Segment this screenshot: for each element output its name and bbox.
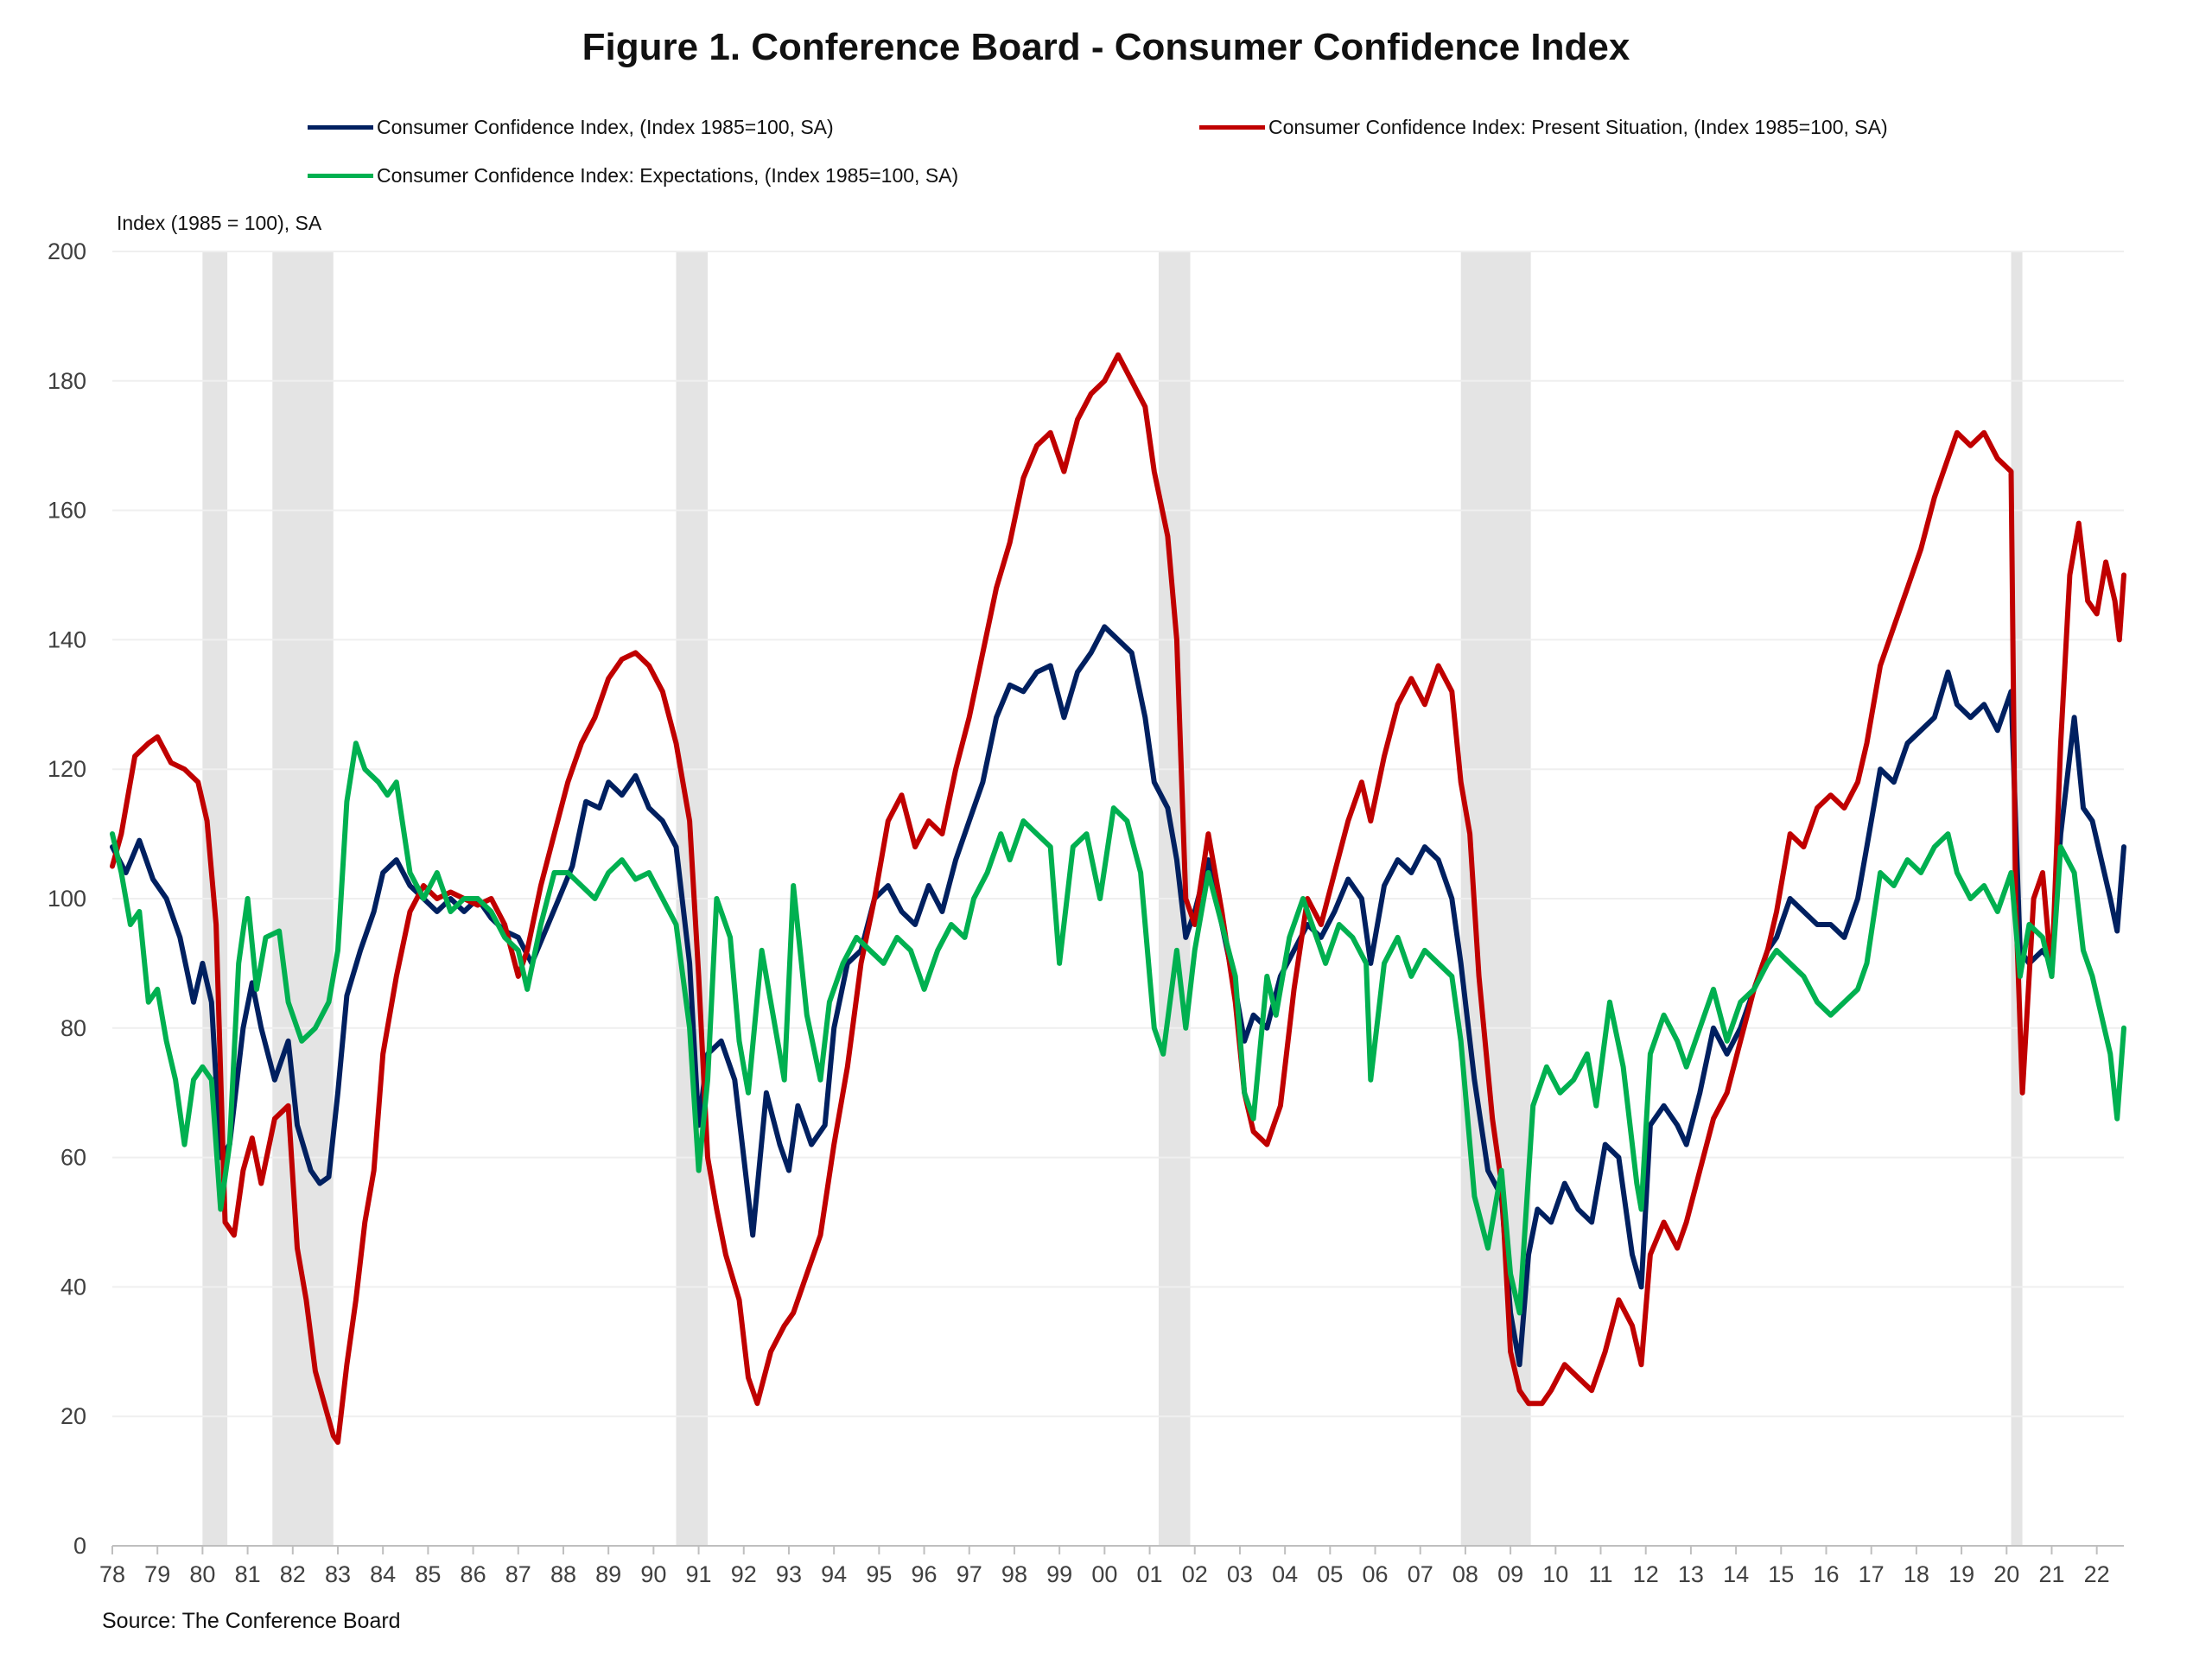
x-tick-label: 94 bbox=[821, 1561, 847, 1587]
y-tick-label: 60 bbox=[60, 1145, 86, 1171]
y-tick-label: 120 bbox=[48, 756, 86, 782]
legend-label-cci: Consumer Confidence Index, (Index 1985=1… bbox=[377, 116, 834, 138]
y-tick-label: 160 bbox=[48, 498, 86, 524]
x-tick-label: 12 bbox=[1633, 1561, 1659, 1587]
legend-label-present-situation: Consumer Confidence Index: Present Situa… bbox=[1268, 116, 1888, 138]
y-tick-label: 200 bbox=[48, 238, 86, 264]
x-tick-label: 07 bbox=[1408, 1561, 1433, 1587]
x-tick-label: 18 bbox=[1904, 1561, 1929, 1587]
x-tick-label: 96 bbox=[912, 1561, 938, 1587]
legend-swatch-expectations bbox=[308, 174, 373, 178]
x-tick-label: 95 bbox=[866, 1561, 892, 1587]
x-tick-label: 91 bbox=[686, 1561, 712, 1587]
x-tick-label: 21 bbox=[2038, 1561, 2064, 1587]
x-tick-label: 83 bbox=[325, 1561, 351, 1587]
legend-item-present-situation: Consumer Confidence Index: Present Situa… bbox=[1199, 116, 1888, 139]
y-axis-unit-label: Index (1985 = 100), SA bbox=[117, 212, 322, 234]
y-tick-label: 100 bbox=[48, 886, 86, 912]
x-tick-label: 81 bbox=[235, 1561, 261, 1587]
series-line-present-situation bbox=[110, 352, 2126, 1446]
y-tick-label: 0 bbox=[73, 1533, 86, 1559]
legend-swatch-cci bbox=[308, 125, 373, 130]
x-tick-label: 16 bbox=[1813, 1561, 1839, 1587]
y-tick-label: 140 bbox=[48, 626, 86, 652]
legend-item-cci: Consumer Confidence Index, (Index 1985=1… bbox=[308, 116, 834, 139]
y-tick-label: 180 bbox=[48, 368, 86, 394]
x-tick-label: 87 bbox=[505, 1561, 531, 1587]
x-tick-label: 84 bbox=[370, 1561, 396, 1587]
x-tick-label: 92 bbox=[731, 1561, 757, 1587]
x-tick-label: 05 bbox=[1317, 1561, 1343, 1587]
x-tick-label: 78 bbox=[99, 1561, 125, 1587]
x-tick-label: 99 bbox=[1046, 1561, 1072, 1587]
x-tick-label: 09 bbox=[1497, 1561, 1523, 1587]
legend-item-expectations: Consumer Confidence Index: Expectations,… bbox=[308, 164, 958, 188]
x-tick-label: 98 bbox=[1001, 1561, 1027, 1587]
x-tick-label: 88 bbox=[550, 1561, 576, 1587]
source-note: Source: The Conference Board bbox=[102, 1609, 401, 1633]
x-tick-label: 03 bbox=[1227, 1561, 1253, 1587]
x-tick-label: 10 bbox=[1542, 1561, 1568, 1587]
x-tick-label: 02 bbox=[1182, 1561, 1208, 1587]
x-tick-label: 93 bbox=[776, 1561, 802, 1587]
x-tick-label: 01 bbox=[1137, 1561, 1163, 1587]
x-tick-label: 14 bbox=[1723, 1561, 1749, 1587]
x-tick-label: 80 bbox=[189, 1561, 215, 1587]
series-line-cci bbox=[110, 624, 2126, 1368]
x-tick-label: 90 bbox=[640, 1561, 666, 1587]
x-tick-label: 15 bbox=[1768, 1561, 1794, 1587]
x-tick-label: 86 bbox=[461, 1561, 486, 1587]
x-tick-label: 97 bbox=[957, 1561, 982, 1587]
x-tick-label: 08 bbox=[1452, 1561, 1478, 1587]
y-tick-label: 40 bbox=[60, 1274, 86, 1300]
x-tick-label: 11 bbox=[1588, 1561, 1612, 1587]
x-tick-label: 13 bbox=[1678, 1561, 1704, 1587]
legend-swatch-present-situation bbox=[1199, 125, 1265, 130]
series-line-expectations bbox=[110, 741, 2126, 1316]
gridlines bbox=[112, 251, 2124, 1418]
x-tick-label: 06 bbox=[1363, 1561, 1389, 1587]
x-tick-label: 79 bbox=[144, 1561, 170, 1587]
x-tick-label: 00 bbox=[1091, 1561, 1117, 1587]
y-tick-label: 80 bbox=[60, 1015, 86, 1041]
x-tick-label: 17 bbox=[1859, 1561, 1885, 1587]
x-tick-label: 20 bbox=[1993, 1561, 2019, 1587]
x-tick-label: 22 bbox=[2084, 1561, 2110, 1587]
chart-title: Figure 1. Conference Board - Consumer Co… bbox=[582, 26, 1630, 68]
legend-label-expectations: Consumer Confidence Index: Expectations,… bbox=[377, 164, 959, 187]
x-tick-label: 85 bbox=[415, 1561, 441, 1587]
y-tick-label: 20 bbox=[60, 1403, 86, 1429]
x-tick-label: 04 bbox=[1272, 1561, 1298, 1587]
x-tick-label: 82 bbox=[280, 1561, 306, 1587]
x-tick-label: 19 bbox=[1948, 1561, 1974, 1587]
x-tick-label: 89 bbox=[595, 1561, 621, 1587]
series-lines bbox=[110, 352, 2126, 1446]
